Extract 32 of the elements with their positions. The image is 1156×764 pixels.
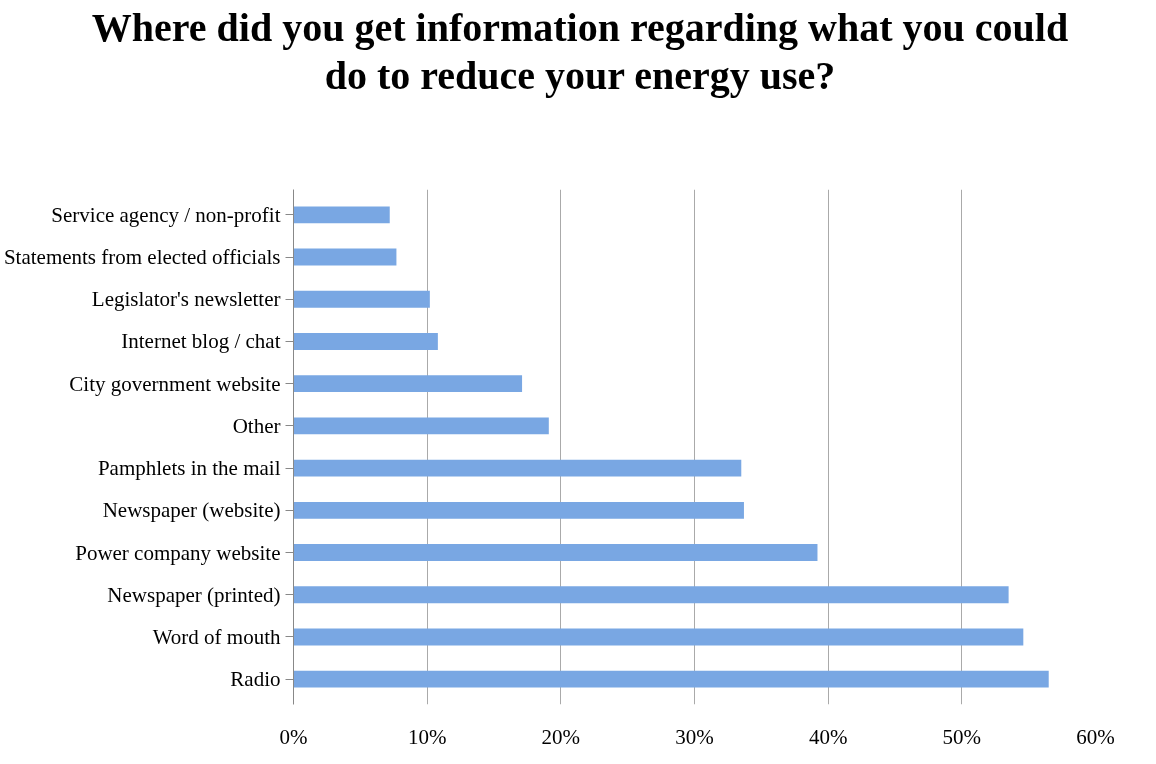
- x-tick-label: 60%: [1076, 724, 1115, 749]
- x-tick-label: 30%: [675, 724, 714, 749]
- y-tick-label: City government website: [69, 371, 281, 396]
- y-tick-label: Legislator's newsletter: [91, 287, 281, 312]
- y-tick-label: Word of mouth: [152, 624, 281, 649]
- bar: [293, 417, 549, 435]
- x-tick-label: 10%: [407, 724, 447, 749]
- x-tick-label: 40%: [808, 724, 848, 749]
- bar: [293, 670, 1049, 688]
- bar: [293, 459, 742, 477]
- x-tick-label: 0%: [279, 724, 308, 749]
- bar: [293, 628, 1024, 646]
- y-tick-label: Newspaper (printed): [107, 582, 281, 607]
- y-tick-label: Statements from elected officials: [3, 245, 281, 270]
- y-tick-label: Pamphlets in the mail: [97, 456, 281, 481]
- bar: [293, 248, 397, 266]
- y-tick-label: Other: [232, 413, 281, 438]
- y-tick-label: Power company website: [75, 540, 281, 565]
- bar: [293, 206, 390, 224]
- bar: [293, 333, 438, 350]
- y-tick-label: Radio: [230, 667, 281, 692]
- chart-title: Where did you get information regarding what you could do to reduce your energy use?: [90, 4, 1070, 100]
- y-tick-label: Internet blog / chat: [121, 329, 281, 354]
- y-tick-label: Service agency / non-profit: [51, 202, 281, 227]
- bar: [293, 375, 523, 393]
- bar: [293, 586, 1009, 604]
- bar: [293, 501, 744, 519]
- y-tick-label: Newspaper (website): [102, 498, 281, 523]
- bar: [293, 544, 818, 561]
- x-tick-label: 20%: [541, 724, 581, 749]
- bar: [293, 290, 430, 308]
- x-tick-label: 50%: [942, 724, 982, 749]
